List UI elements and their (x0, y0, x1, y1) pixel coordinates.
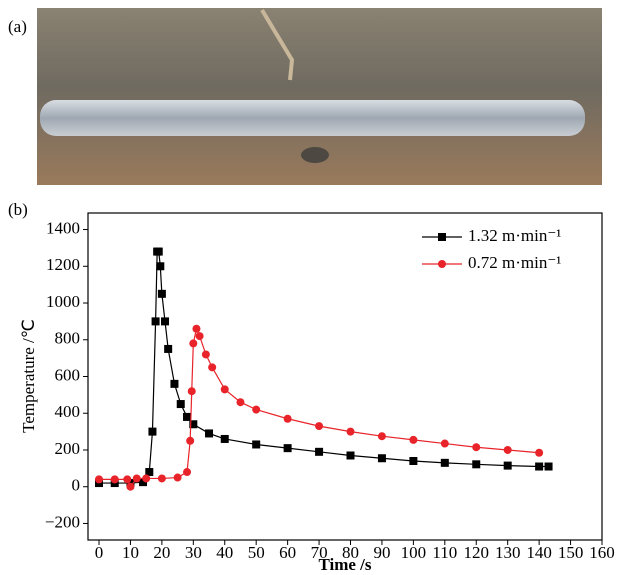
data-point (377, 454, 386, 463)
data-point (409, 457, 418, 466)
data-point (252, 440, 261, 449)
y-tick-label: 800 (55, 329, 81, 348)
x-tick-label: 30 (185, 543, 202, 562)
x-axis-label: Time /s (318, 555, 371, 574)
panel-label: (b) (8, 200, 28, 219)
data-point (472, 460, 481, 469)
data-point (123, 475, 132, 484)
x-tick-label: 70 (311, 543, 328, 562)
thermocouple (260, 8, 295, 81)
x-tick-label: 80 (342, 543, 359, 562)
data-point (440, 439, 449, 448)
legend-marker (438, 233, 446, 241)
data-point (236, 398, 245, 407)
data-point (409, 435, 418, 444)
data-point (205, 429, 214, 438)
y-tick-label: 1000 (46, 292, 80, 311)
x-tick-label: 160 (589, 543, 615, 562)
data-point (142, 474, 151, 483)
x-tick-label: 140 (526, 543, 552, 562)
legend-marker (438, 260, 446, 268)
data-point (148, 427, 157, 436)
series-line (99, 250, 549, 484)
data-point (170, 379, 179, 388)
data-point (195, 332, 204, 341)
data-point (208, 363, 217, 372)
y-tick-label: 400 (55, 402, 81, 421)
data-point (189, 420, 198, 429)
data-point (544, 462, 553, 471)
data-point (283, 414, 292, 423)
legend-label: 0.72 m·min⁻¹ (468, 253, 561, 272)
data-point (315, 422, 324, 431)
data-point (346, 451, 355, 460)
x-tick-label: 90 (373, 543, 390, 562)
data-point (110, 475, 119, 484)
data-point (157, 289, 166, 298)
data-point (95, 475, 104, 484)
data-point (377, 432, 386, 441)
data-point (189, 339, 198, 348)
data-point (183, 468, 192, 477)
data-point (161, 317, 170, 326)
data-point (139, 478, 148, 487)
data-point (187, 387, 196, 396)
data-point (132, 474, 141, 483)
y-tick-label: 200 (55, 439, 81, 458)
data-point (183, 412, 192, 421)
data-point (156, 262, 165, 271)
data-point (472, 443, 481, 452)
x-tick-label: 120 (464, 543, 490, 562)
x-tick-label: 150 (558, 543, 584, 562)
y-axis-label: Temperature /℃ (19, 319, 38, 433)
data-point (176, 400, 185, 409)
y-tick-label: 1400 (46, 218, 80, 237)
legend-label: 1.32 m·min⁻¹ (468, 226, 561, 245)
data-point (154, 247, 163, 256)
data-point (535, 448, 544, 457)
data-point (503, 461, 512, 470)
data-point (157, 474, 166, 483)
y-tick-label: 600 (55, 365, 81, 384)
data-point (173, 473, 182, 482)
data-point (145, 468, 154, 477)
x-tick-label: 100 (401, 543, 427, 562)
data-point (220, 385, 229, 394)
data-point (503, 445, 512, 454)
y-tick-label: −200 (45, 512, 80, 531)
data-point (192, 324, 201, 333)
x-tick-label: 0 (95, 543, 104, 562)
data-point (346, 427, 355, 436)
x-tick-label: 130 (495, 543, 521, 562)
x-tick-label: 20 (153, 543, 170, 562)
data-point (151, 317, 160, 326)
data-point (201, 350, 210, 359)
data-point (283, 444, 292, 453)
weld-photo (37, 8, 602, 185)
data-point (126, 482, 135, 491)
x-tick-label: 50 (248, 543, 265, 562)
x-tick-label: 10 (122, 543, 139, 562)
panel-label: (a) (8, 17, 27, 36)
data-point (315, 447, 324, 456)
series-line (99, 326, 540, 488)
y-tick-label: 1200 (46, 255, 80, 274)
spot (301, 147, 329, 163)
data-point (535, 462, 544, 471)
y-tick-label: 0 (72, 476, 81, 495)
weld-bead (40, 100, 585, 136)
data-point (186, 436, 195, 445)
data-point (164, 344, 173, 353)
data-point (220, 434, 229, 443)
x-tick-label: 110 (432, 543, 457, 562)
data-point (440, 458, 449, 467)
data-point (252, 405, 261, 414)
x-tick-label: 40 (216, 543, 233, 562)
x-tick-label: 60 (279, 543, 296, 562)
